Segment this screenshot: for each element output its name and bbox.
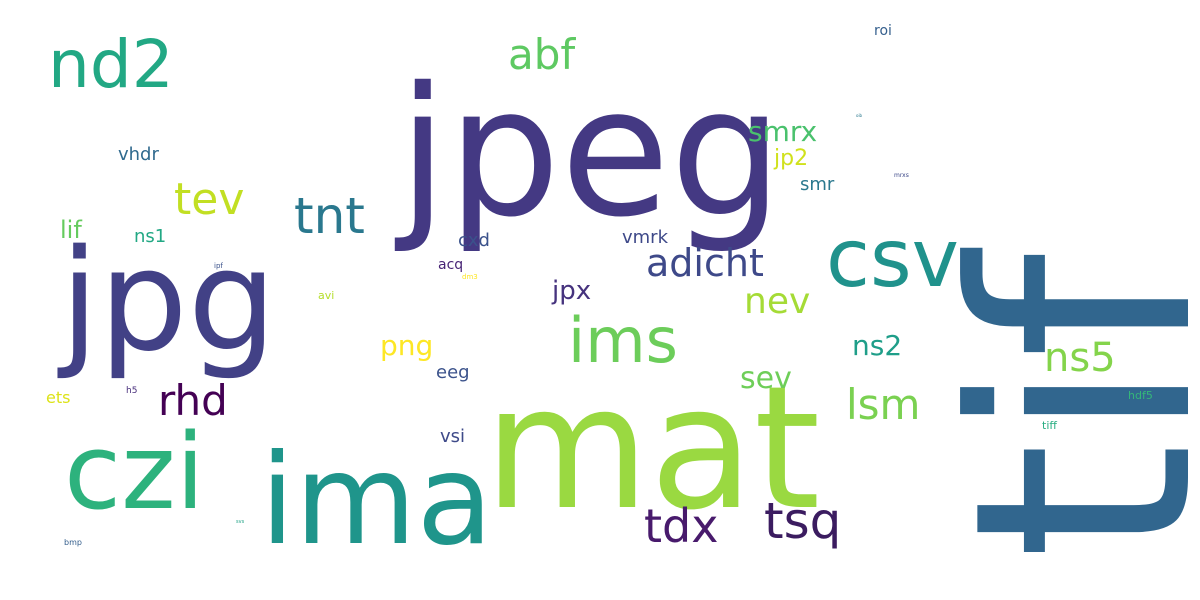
word-eeg: eeg	[436, 362, 470, 383]
word-jpeg: jpeg	[398, 49, 783, 256]
word-h5: h5	[126, 386, 138, 396]
word-tif: tif	[910, 253, 1200, 560]
word-mrxs: mrxs	[894, 172, 909, 179]
word-vsi: vsi	[440, 426, 466, 447]
word-tev: tev	[174, 174, 245, 225]
word-rhd: rhd	[158, 376, 228, 425]
word-avi: avi	[318, 289, 335, 302]
word-csv: csv	[826, 212, 960, 305]
word-ns5: ns5	[1044, 335, 1116, 381]
word-sev: sev	[740, 361, 792, 396]
word-hdf5: hdf5	[1128, 389, 1153, 402]
word-ns1: ns1	[134, 226, 167, 247]
word-nd2: nd2	[48, 26, 174, 103]
word-lsm: lsm	[846, 380, 921, 429]
word-czi: czi	[64, 411, 205, 533]
word-adicht: adicht	[646, 241, 764, 285]
word-sws: svs	[236, 519, 245, 525]
word-ipf: ipf	[214, 262, 223, 270]
word-nev: nev	[744, 281, 811, 322]
word-tiff: tiff	[1042, 419, 1057, 432]
word-acq: acq	[438, 257, 464, 273]
word-tnt: tnt	[294, 187, 365, 245]
word-lif: lif	[60, 216, 82, 244]
word-jpx: jpx	[552, 276, 592, 306]
word-tdx: tdx	[644, 499, 719, 553]
word-tsq: tsq	[764, 492, 842, 550]
word-ima: ima	[260, 428, 494, 573]
word-vhdr: vhdr	[118, 144, 159, 165]
word-ets: ets	[46, 388, 71, 407]
word-cxd: cxd	[458, 230, 490, 251]
word-dm3: dm3	[462, 273, 478, 281]
word-png: png	[380, 329, 434, 362]
word-smr: smr	[800, 174, 835, 195]
word-smrx: smrx	[748, 115, 818, 148]
word-ims: ims	[568, 304, 678, 377]
word-ns2: ns2	[852, 329, 903, 362]
word-abf: abf	[508, 30, 576, 79]
word-jpg: jpg	[60, 220, 277, 383]
word-jp2: jp2	[774, 146, 809, 171]
word-vmrk: vmrk	[622, 227, 669, 248]
word-roi: roi	[874, 23, 892, 39]
word-mat: mat	[484, 350, 821, 548]
word-bmp: bmp	[64, 538, 82, 547]
word-oib: oib	[856, 113, 863, 118]
